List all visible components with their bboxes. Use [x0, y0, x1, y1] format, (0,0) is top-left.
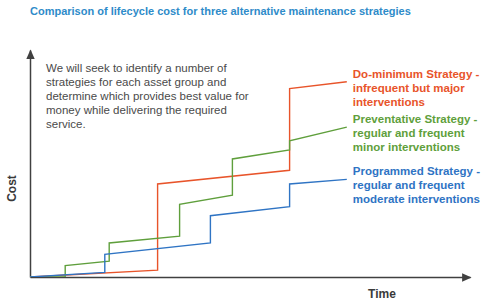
- y-axis-title: Cost: [5, 175, 19, 202]
- series-line: [30, 179, 347, 277]
- text-line: interventions: [353, 96, 425, 108]
- text-line: regular and frequent: [353, 127, 468, 139]
- x-axis-title: Time: [368, 287, 396, 301]
- text-line: Preventative Strategy -: [353, 113, 481, 125]
- series-line: [30, 82, 347, 277]
- text-line: Do-minimum Strategy -: [353, 68, 483, 80]
- text-line: minor interventions: [353, 141, 460, 153]
- series-label: Programmed Strategy - regular and freque…: [353, 165, 483, 205]
- y-axis: [30, 51, 31, 278]
- chart: Comparison of lifecycle cost for three a…: [0, 0, 502, 307]
- text-line: money while delivering the required: [46, 104, 230, 116]
- text-line: We will seek to identify a number of: [46, 62, 230, 74]
- series-label: Do-minimum Strategy - infrequent but maj…: [353, 68, 483, 108]
- text-line: service.: [46, 118, 86, 130]
- text-line: regular and frequent: [353, 179, 468, 191]
- x-axis: [31, 277, 471, 278]
- series-line: [30, 127, 347, 277]
- text-line: determine which provides best value for: [46, 90, 252, 102]
- chart-title: Comparison of lifecycle cost for three a…: [30, 5, 411, 17]
- axis-line: [31, 277, 471, 279]
- text-line: Programmed Strategy -: [353, 165, 483, 177]
- annotation: We will seek to identify a number of str…: [46, 62, 252, 130]
- text-line: moderate interventions: [353, 193, 480, 205]
- axis-line: [30, 51, 32, 278]
- series-label: Preventative Strategy - regular and freq…: [353, 113, 481, 153]
- text-line: strategies for each asset group and: [46, 76, 229, 88]
- text-line: infrequent but major: [353, 82, 468, 94]
- plot-area: [30, 82, 347, 277]
